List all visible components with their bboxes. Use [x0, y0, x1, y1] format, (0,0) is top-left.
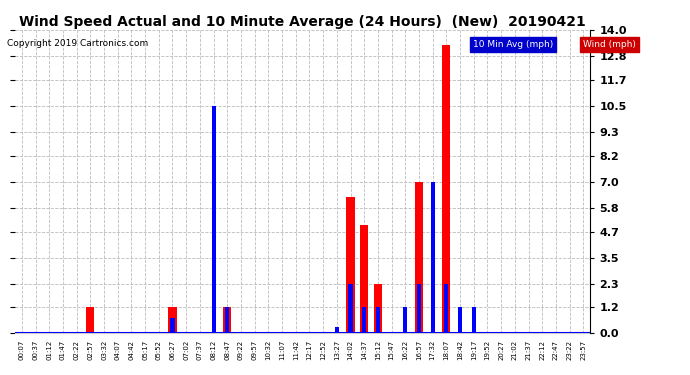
Bar — [458, 308, 462, 333]
Bar — [225, 308, 229, 333]
Text: Copyright 2019 Cartronics.com: Copyright 2019 Cartronics.com — [7, 39, 148, 48]
Bar — [472, 308, 476, 333]
Text: 10 Min Avg (mph): 10 Min Avg (mph) — [473, 40, 553, 49]
Bar — [431, 182, 435, 333]
Bar — [86, 308, 95, 333]
Bar — [444, 284, 448, 333]
Bar — [362, 308, 366, 333]
Title: Wind Speed Actual and 10 Minute Average (24 Hours)  (New)  20190421: Wind Speed Actual and 10 Minute Average … — [19, 15, 586, 29]
Bar — [346, 197, 355, 333]
Bar — [348, 284, 353, 333]
Bar — [415, 182, 423, 333]
Bar — [403, 308, 407, 333]
Bar — [170, 318, 175, 333]
Bar — [360, 225, 368, 333]
Bar — [376, 308, 380, 333]
Bar — [223, 308, 231, 333]
Text: Wind (mph): Wind (mph) — [583, 40, 636, 49]
Bar — [442, 45, 451, 333]
Bar — [374, 284, 382, 333]
Bar — [168, 308, 177, 333]
Bar — [212, 106, 216, 333]
Bar — [335, 327, 339, 333]
Bar — [417, 284, 421, 333]
